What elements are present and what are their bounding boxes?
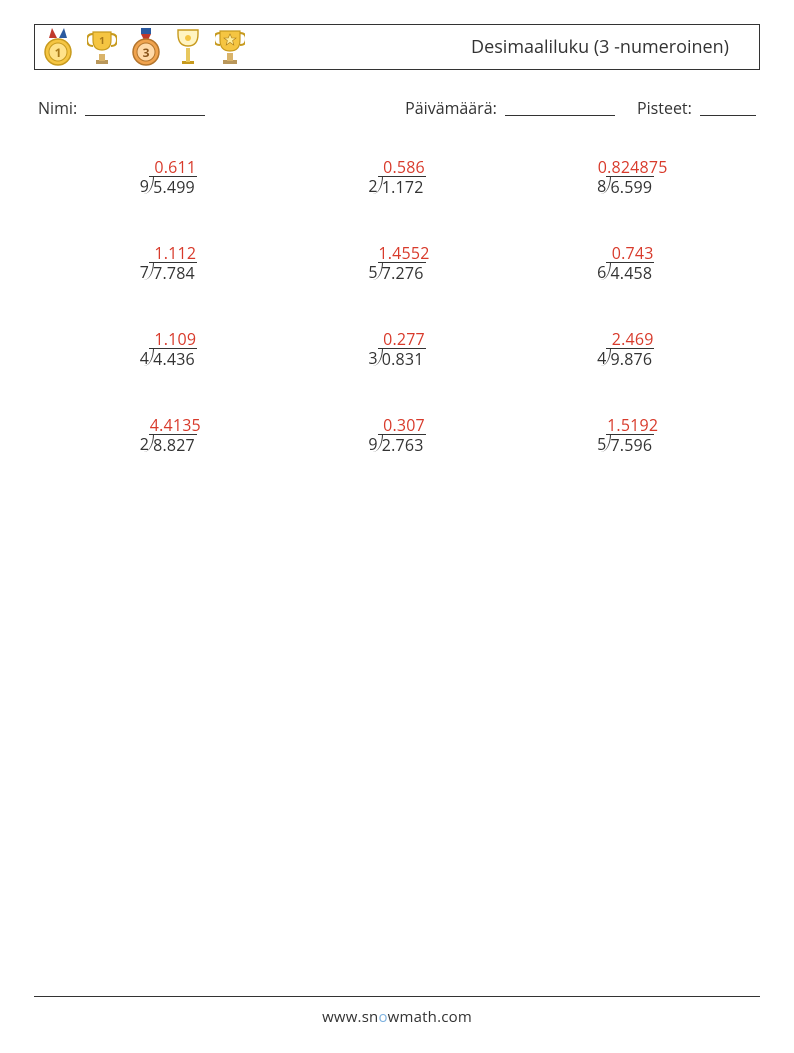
trophy-star-icon: [215, 28, 245, 66]
trophy-1-icon: 1: [87, 28, 117, 66]
long-division: 57.276: [368, 262, 425, 281]
name-field: Nimi:: [38, 96, 205, 119]
answer-value: 0.277: [369, 331, 425, 347]
answer-value: 0.307: [369, 417, 425, 433]
dividend-value: 2.763: [378, 434, 426, 453]
problems-grid: 0.61195.4990.58621.1720.82487586.5991.11…: [34, 159, 760, 453]
dividend-value: 1.172: [378, 176, 426, 195]
info-row: Nimi: Päivämäärä: Pisteet:: [34, 96, 760, 119]
answer-value: 1.4552: [364, 245, 429, 261]
footer-prefix: www.: [322, 1007, 362, 1027]
dividend-value: 7.596: [606, 434, 654, 453]
division-problem: 4.413528.827: [54, 417, 283, 453]
trophy-row: 1 1 3: [41, 28, 245, 66]
dividend-value: 9.876: [606, 348, 654, 367]
answer-value: 4.4135: [136, 417, 201, 433]
score-blank: [700, 98, 756, 116]
long-division: 28.827: [140, 434, 197, 453]
dividend-value: 7.276: [378, 262, 426, 281]
medal-1-icon: 1: [43, 28, 73, 66]
footer-o: o: [378, 1007, 387, 1027]
division-problem: 1.455257.276: [283, 245, 512, 281]
answer-value: 0.586: [369, 159, 425, 175]
answer-value: 1.109: [140, 331, 196, 347]
score-field: Pisteet:: [637, 96, 756, 119]
long-division: 95.499: [140, 176, 197, 195]
footer-mid2: wmath: [388, 1007, 437, 1027]
answer-value: 2.469: [598, 331, 654, 347]
date-label: Päivämäärä:: [405, 97, 497, 119]
division-problem: 2.46949.876: [511, 331, 740, 367]
long-division: 92.763: [368, 434, 425, 453]
dividend-value: 6.599: [606, 176, 654, 195]
header-box: 1 1 3: [34, 24, 760, 70]
dividend-value: 4.436: [149, 348, 197, 367]
svg-text:1: 1: [99, 33, 105, 47]
dividend-value: 8.827: [149, 434, 197, 453]
date-blank: [505, 98, 615, 116]
long-division: 21.172: [368, 176, 425, 195]
long-division: 30.831: [368, 348, 425, 367]
long-division: 64.458: [597, 262, 654, 281]
dividend-value: 0.831: [378, 348, 426, 367]
svg-text:3: 3: [143, 44, 150, 61]
medal-3-icon: 3: [131, 28, 161, 66]
answer-value: 0.611: [140, 159, 196, 175]
division-problem: 0.74364.458: [511, 245, 740, 281]
date-field: Päivämäärä:: [405, 96, 615, 119]
answer-value: 1.5192: [593, 417, 658, 433]
footer-rule: [34, 996, 760, 997]
division-problem: 0.30792.763: [283, 417, 512, 453]
answer-value: 0.824875: [584, 159, 668, 175]
division-problem: 1.11277.784: [54, 245, 283, 281]
page-title: Desimaaliluku (3 -numeroinen): [471, 35, 745, 59]
name-label: Nimi:: [38, 97, 77, 119]
long-division: 77.784: [140, 262, 197, 281]
division-problem: 0.58621.172: [283, 159, 512, 195]
division-problem: 1.10944.436: [54, 331, 283, 367]
svg-text:1: 1: [55, 44, 62, 61]
footer-suffix: .com: [437, 1007, 472, 1027]
division-problem: 0.27730.831: [283, 331, 512, 367]
chalice-icon: [175, 28, 201, 66]
answer-value: 0.743: [598, 245, 654, 261]
division-problem: 1.519257.596: [511, 417, 740, 453]
score-label: Pisteet:: [637, 97, 692, 119]
footer-text: www.snowmath.com: [0, 1007, 794, 1027]
division-problem: 0.82487586.599: [511, 159, 740, 195]
answer-value: 1.112: [140, 245, 196, 261]
dividend-value: 7.784: [149, 262, 197, 281]
dividend-value: 5.499: [149, 176, 197, 195]
division-problem: 0.61195.499: [54, 159, 283, 195]
long-division: 49.876: [597, 348, 654, 367]
footer: www.snowmath.com: [0, 996, 794, 1027]
dividend-value: 4.458: [606, 262, 654, 281]
name-blank: [85, 98, 205, 116]
footer-mid1: sn: [362, 1007, 379, 1027]
long-division: 44.436: [140, 348, 197, 367]
long-division: 57.596: [597, 434, 654, 453]
long-division: 86.599: [597, 176, 654, 195]
